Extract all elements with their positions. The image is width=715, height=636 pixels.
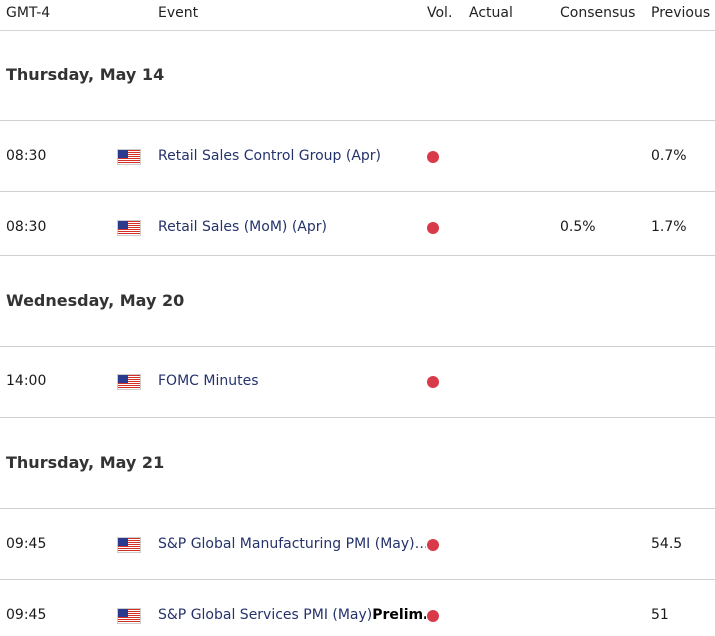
high-volatility-icon: [427, 151, 439, 163]
date-label: Wednesday, May 20: [6, 291, 185, 310]
table-header: GMT-4 Event Vol. Actual Consensus Previo…: [0, 0, 715, 31]
event-time: 08:30: [6, 148, 47, 164]
event-name-link[interactable]: FOMC Minutes: [158, 373, 259, 389]
previous-value: 51: [651, 607, 669, 623]
previous-value: 0.7%: [651, 148, 687, 164]
actual-column-header: Actual: [469, 5, 513, 21]
event-name-link[interactable]: Retail Sales (MoM) (Apr): [158, 219, 327, 235]
us-flag-icon: [117, 537, 141, 553]
date-group-header: Thursday, May 14: [0, 31, 715, 121]
date-group-header: Wednesday, May 20: [0, 256, 715, 347]
previous-value: 1.7%: [651, 219, 687, 235]
high-volatility-icon: [427, 222, 439, 234]
high-volatility-icon: [427, 539, 439, 551]
event-row[interactable]: 08:30 Retail Sales (MoM) (Apr) 0.5% 1.7%: [0, 192, 715, 256]
us-flag-icon: [117, 608, 141, 624]
us-flag-icon: [117, 220, 141, 236]
volatility-column-header: Vol.: [427, 5, 453, 21]
event-time: 09:45: [6, 607, 47, 623]
us-flag-icon: [117, 149, 141, 165]
event-row[interactable]: 09:45 S&P Global Manufacturing PMI (May)…: [0, 509, 715, 580]
us-flag-icon: [117, 374, 141, 390]
event-name-link[interactable]: Retail Sales Control Group (Apr): [158, 148, 381, 164]
date-label: Thursday, May 21: [6, 453, 165, 472]
date-group-header: Thursday, May 21: [0, 418, 715, 509]
high-volatility-icon: [427, 610, 439, 622]
consensus-column-header: Consensus: [560, 5, 636, 21]
event-row[interactable]: 14:00 FOMC Minutes: [0, 347, 715, 418]
consensus-value: 0.5%: [560, 219, 596, 235]
date-label: Thursday, May 14: [6, 65, 165, 84]
event-column-header: Event: [158, 5, 199, 21]
event-name-link[interactable]: S&P Global Services PMI (May)Prelim…: [158, 607, 426, 623]
event-time: 08:30: [6, 219, 47, 235]
event-row[interactable]: 08:30 Retail Sales Control Group (Apr) 0…: [0, 121, 715, 192]
previous-value: 54.5: [651, 536, 683, 552]
event-name-link[interactable]: S&P Global Manufacturing PMI (May)…: [158, 536, 426, 552]
previous-column-header: Previous: [651, 5, 711, 21]
event-time: 14:00: [6, 373, 47, 389]
high-volatility-icon: [427, 376, 439, 388]
timezone-header[interactable]: GMT-4: [6, 5, 51, 21]
event-time: 09:45: [6, 536, 47, 552]
event-row[interactable]: 09:45 S&P Global Services PMI (May)Preli…: [0, 580, 715, 636]
